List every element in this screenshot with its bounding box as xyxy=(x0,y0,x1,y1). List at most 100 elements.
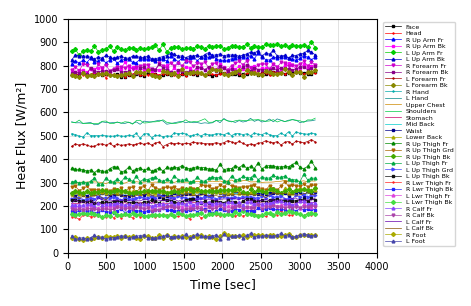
R Lwr Thigh Fr xyxy=(312,210,318,214)
R Up Arm Fr xyxy=(141,58,147,61)
R Foot xyxy=(312,233,318,237)
R Foot xyxy=(286,232,292,236)
R Up Thigh Fr xyxy=(145,166,151,170)
L Forearm Bk xyxy=(141,71,147,75)
L Calf Fr xyxy=(96,196,101,199)
Mid Back xyxy=(198,192,204,196)
L Up Arm Bk xyxy=(141,55,147,59)
L Foot xyxy=(69,234,74,238)
R Hand xyxy=(282,133,288,137)
R Foot xyxy=(130,234,135,238)
L Foot xyxy=(130,235,135,238)
R Up Thigh Fr xyxy=(309,159,314,163)
Lower Back xyxy=(278,192,284,196)
R Up Arm Fr xyxy=(305,55,310,59)
L Up Thigh Fr xyxy=(305,178,310,182)
R Calf Fr xyxy=(198,200,204,204)
Waist xyxy=(175,193,181,197)
R Calf Bk xyxy=(225,209,230,213)
R Hand xyxy=(138,136,143,140)
Lower Back xyxy=(171,188,177,192)
R Calf Fr xyxy=(126,202,131,206)
L Lwr Thigh Fr xyxy=(305,204,310,207)
R Up Thigh Grd xyxy=(69,185,74,188)
R Lwr Thigh Fr xyxy=(145,214,151,217)
Shoulders xyxy=(126,120,131,124)
L Up Thigh Grd xyxy=(126,197,131,201)
Upper Chest xyxy=(69,181,74,184)
Upper Chest xyxy=(312,179,318,183)
Shoulders xyxy=(198,118,204,122)
L Up Thigh Bk xyxy=(309,196,314,200)
R Up Arm Bk xyxy=(103,71,109,74)
R Up Thigh Fr xyxy=(312,166,318,169)
L Hand xyxy=(198,121,204,125)
R Up Arm Fr xyxy=(255,51,261,55)
Lower Back xyxy=(126,189,131,193)
R Calf Fr xyxy=(305,202,310,206)
L Calf Fr xyxy=(130,199,135,203)
R Up Arm Bk xyxy=(133,66,139,69)
L Forearm Fr xyxy=(160,145,166,148)
L Calf Fr xyxy=(312,196,318,200)
L Lwr Thigh Fr xyxy=(69,205,74,208)
L Up Arm Fr xyxy=(301,43,307,47)
Head xyxy=(130,72,135,76)
L Up Thigh Grd xyxy=(175,195,181,198)
L Up Arm Bk xyxy=(282,54,288,57)
L Lwr Thigh Bk xyxy=(282,211,288,215)
R Up Thigh Bk xyxy=(198,189,204,192)
R Lwr Thigh Bk xyxy=(126,209,131,213)
R Forearm Bk xyxy=(312,65,318,68)
R Up Thigh Fr xyxy=(301,167,307,170)
L Lwr Thigh Bk xyxy=(69,212,74,215)
L Up Thigh Bk xyxy=(236,202,242,206)
R Forearm Bk xyxy=(126,69,131,73)
L Calf Bk xyxy=(286,192,292,196)
R Lwr Thigh Fr xyxy=(305,211,310,215)
L Forearm Fr xyxy=(175,141,181,145)
Line: R Foot: R Foot xyxy=(70,232,317,241)
L Up Arm Fr xyxy=(282,43,288,47)
Waist xyxy=(282,192,288,195)
Upper Chest xyxy=(145,180,151,183)
L Up Thigh Bk xyxy=(195,200,200,204)
R Hand xyxy=(175,132,181,136)
R Foot xyxy=(305,233,310,237)
L Calf Fr xyxy=(149,202,154,206)
L Forearm Bk xyxy=(198,71,204,75)
Head xyxy=(69,72,74,75)
R Up Thigh Fr xyxy=(282,165,288,168)
R Up Arm Bk xyxy=(149,69,154,73)
L Hand xyxy=(305,119,310,123)
L Lwr Thigh Bk xyxy=(175,211,181,215)
Line: Upper Chest: Upper Chest xyxy=(72,180,315,184)
Lower Back xyxy=(305,188,310,192)
R Forearm Fr xyxy=(244,59,250,63)
Mid Back xyxy=(252,190,257,194)
Waist xyxy=(198,191,204,195)
L Foot xyxy=(145,236,151,240)
L Up Thigh Grd xyxy=(198,196,204,200)
R Up Thigh Grd xyxy=(198,184,204,187)
Face xyxy=(145,71,151,74)
L Up Thigh Fr xyxy=(145,178,151,181)
R Up Arm Fr xyxy=(171,57,177,61)
Line: L Up Thigh Fr: L Up Thigh Fr xyxy=(70,173,317,185)
Upper Chest xyxy=(130,181,135,184)
L Calf Bk xyxy=(130,195,135,199)
Legend: Face, Head, R Up Arm Fr, R Up Arm Bk, L Up Arm Fr, L Up Arm Bk, R Forearm Fr, R : Face, Head, R Up Arm Fr, R Up Arm Bk, L … xyxy=(383,22,455,246)
R Forearm Bk xyxy=(145,69,151,73)
R Forearm Fr xyxy=(312,63,318,66)
L Up Thigh Grd xyxy=(164,198,170,202)
R Up Thigh Bk xyxy=(312,186,318,190)
R Up Arm Bk xyxy=(286,61,292,65)
R Forearm Fr xyxy=(145,63,151,67)
Line: L Forearm Bk: L Forearm Bk xyxy=(70,67,317,78)
R Hand xyxy=(198,134,204,138)
L Calf Fr xyxy=(145,198,151,202)
R Forearm Fr xyxy=(130,68,135,71)
Line: R Forearm Bk: R Forearm Bk xyxy=(70,63,317,76)
L Up Thigh Fr xyxy=(175,178,181,181)
L Calf Bk xyxy=(305,191,310,195)
